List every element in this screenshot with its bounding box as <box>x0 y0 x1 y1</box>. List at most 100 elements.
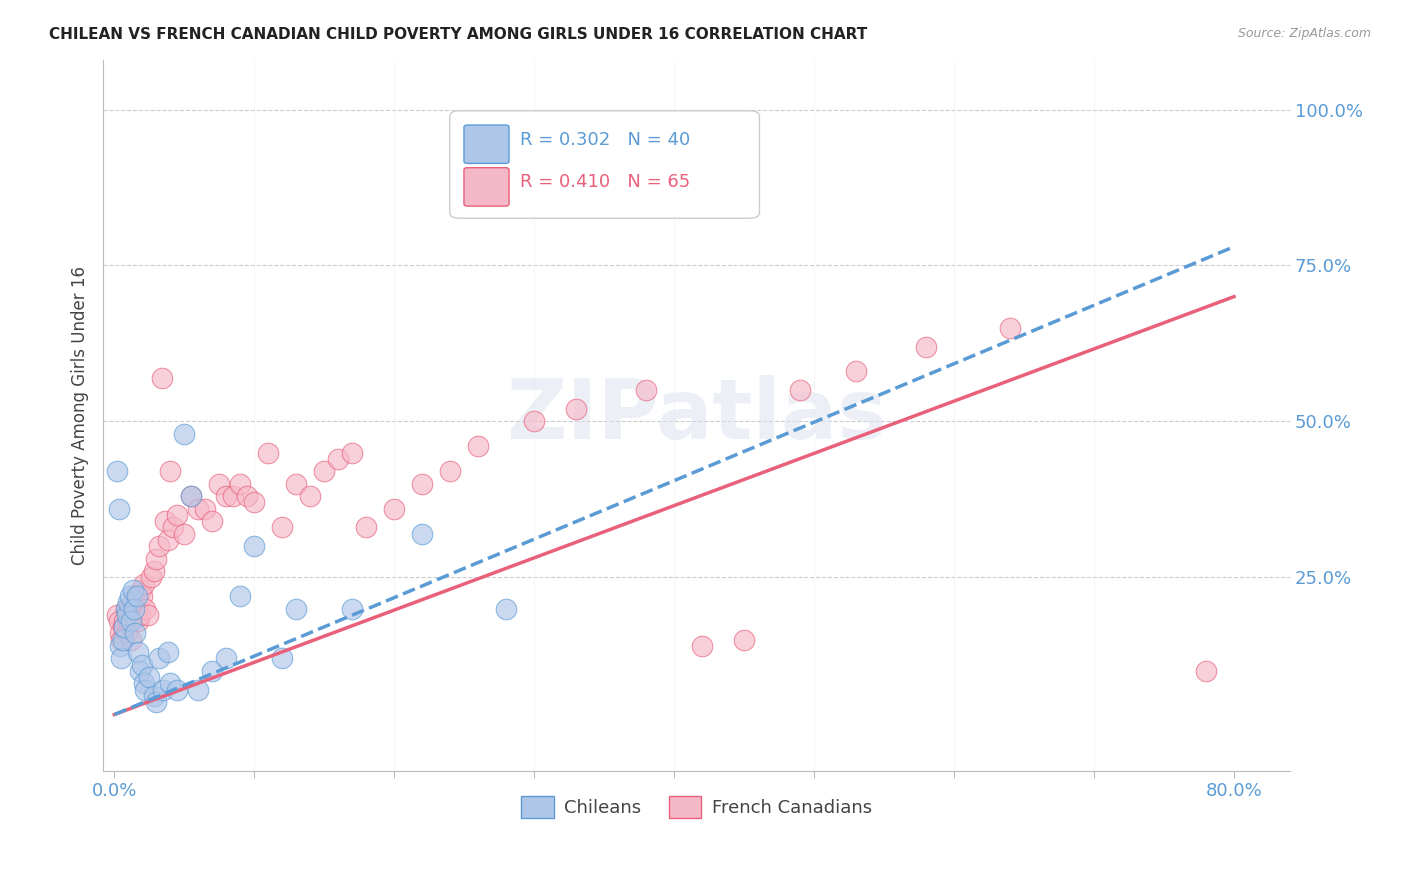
Point <box>129 582 152 597</box>
Point <box>132 576 155 591</box>
Point <box>122 607 145 622</box>
FancyBboxPatch shape <box>450 111 759 219</box>
Point <box>125 589 148 603</box>
FancyBboxPatch shape <box>464 168 509 206</box>
Point <box>124 626 146 640</box>
Point <box>243 539 266 553</box>
Point <box>173 426 195 441</box>
Point <box>1195 664 1218 678</box>
Point <box>411 476 433 491</box>
Point <box>201 664 224 678</box>
Point <box>222 489 245 503</box>
Point <box>173 526 195 541</box>
Point <box>215 651 238 665</box>
Point <box>131 589 153 603</box>
Point <box>118 601 141 615</box>
Point <box>159 464 181 478</box>
Point <box>142 689 165 703</box>
Point <box>132 676 155 690</box>
Point <box>411 526 433 541</box>
Point <box>789 383 811 397</box>
Point <box>120 632 142 647</box>
Point <box>127 645 149 659</box>
Point <box>915 339 938 353</box>
Point <box>127 614 149 628</box>
Point <box>115 607 138 622</box>
Point <box>124 589 146 603</box>
Point <box>145 551 167 566</box>
Point <box>148 651 170 665</box>
Point <box>201 514 224 528</box>
Point <box>134 682 156 697</box>
Point <box>194 501 217 516</box>
Point <box>105 464 128 478</box>
Point <box>523 414 546 428</box>
Point <box>354 520 377 534</box>
Point <box>187 682 209 697</box>
Point <box>342 445 364 459</box>
Point <box>229 589 252 603</box>
Point <box>121 582 143 597</box>
Point <box>152 682 174 697</box>
Point <box>107 614 129 628</box>
Point <box>314 464 336 478</box>
Point <box>138 670 160 684</box>
Point <box>121 595 143 609</box>
Point <box>136 607 159 622</box>
Point <box>117 595 139 609</box>
Point <box>156 645 179 659</box>
FancyBboxPatch shape <box>464 125 509 163</box>
Point <box>118 589 141 603</box>
Point <box>110 651 132 665</box>
Point <box>114 601 136 615</box>
Text: Source: ZipAtlas.com: Source: ZipAtlas.com <box>1237 27 1371 40</box>
Point <box>142 564 165 578</box>
Point <box>180 489 202 503</box>
Point <box>110 632 132 647</box>
Point <box>148 539 170 553</box>
Point <box>128 664 150 678</box>
Point <box>187 501 209 516</box>
Point <box>153 514 176 528</box>
Point <box>845 364 868 378</box>
Point <box>467 439 489 453</box>
Text: CHILEAN VS FRENCH CANADIAN CHILD POVERTY AMONG GIRLS UNDER 16 CORRELATION CHART: CHILEAN VS FRENCH CANADIAN CHILD POVERTY… <box>49 27 868 42</box>
Point <box>180 489 202 503</box>
Point <box>733 632 755 647</box>
Text: ZIPatlas: ZIPatlas <box>506 375 887 456</box>
Point <box>285 601 308 615</box>
Point <box>257 445 280 459</box>
Point <box>115 626 138 640</box>
Point <box>150 370 173 384</box>
Point <box>690 639 713 653</box>
Point <box>162 520 184 534</box>
Point <box>271 651 294 665</box>
Point <box>236 489 259 503</box>
Point <box>108 639 131 653</box>
Point <box>112 614 135 628</box>
Point <box>128 607 150 622</box>
Point <box>122 601 145 615</box>
Point <box>131 657 153 672</box>
Point <box>112 620 135 634</box>
Point <box>166 682 188 697</box>
Point <box>166 508 188 522</box>
Point <box>342 601 364 615</box>
Point <box>125 601 148 615</box>
Point <box>285 476 308 491</box>
Legend: Chileans, French Canadians: Chileans, French Canadians <box>513 789 879 826</box>
Point <box>105 607 128 622</box>
Point <box>243 495 266 509</box>
Point <box>328 451 350 466</box>
Point <box>111 632 134 647</box>
Point <box>439 464 461 478</box>
Point <box>114 601 136 615</box>
Point <box>111 620 134 634</box>
Point <box>565 401 588 416</box>
Point <box>299 489 322 503</box>
Text: R = 0.302   N = 40: R = 0.302 N = 40 <box>520 130 690 149</box>
Point <box>495 601 517 615</box>
Point <box>117 614 139 628</box>
Point <box>107 501 129 516</box>
Point <box>271 520 294 534</box>
